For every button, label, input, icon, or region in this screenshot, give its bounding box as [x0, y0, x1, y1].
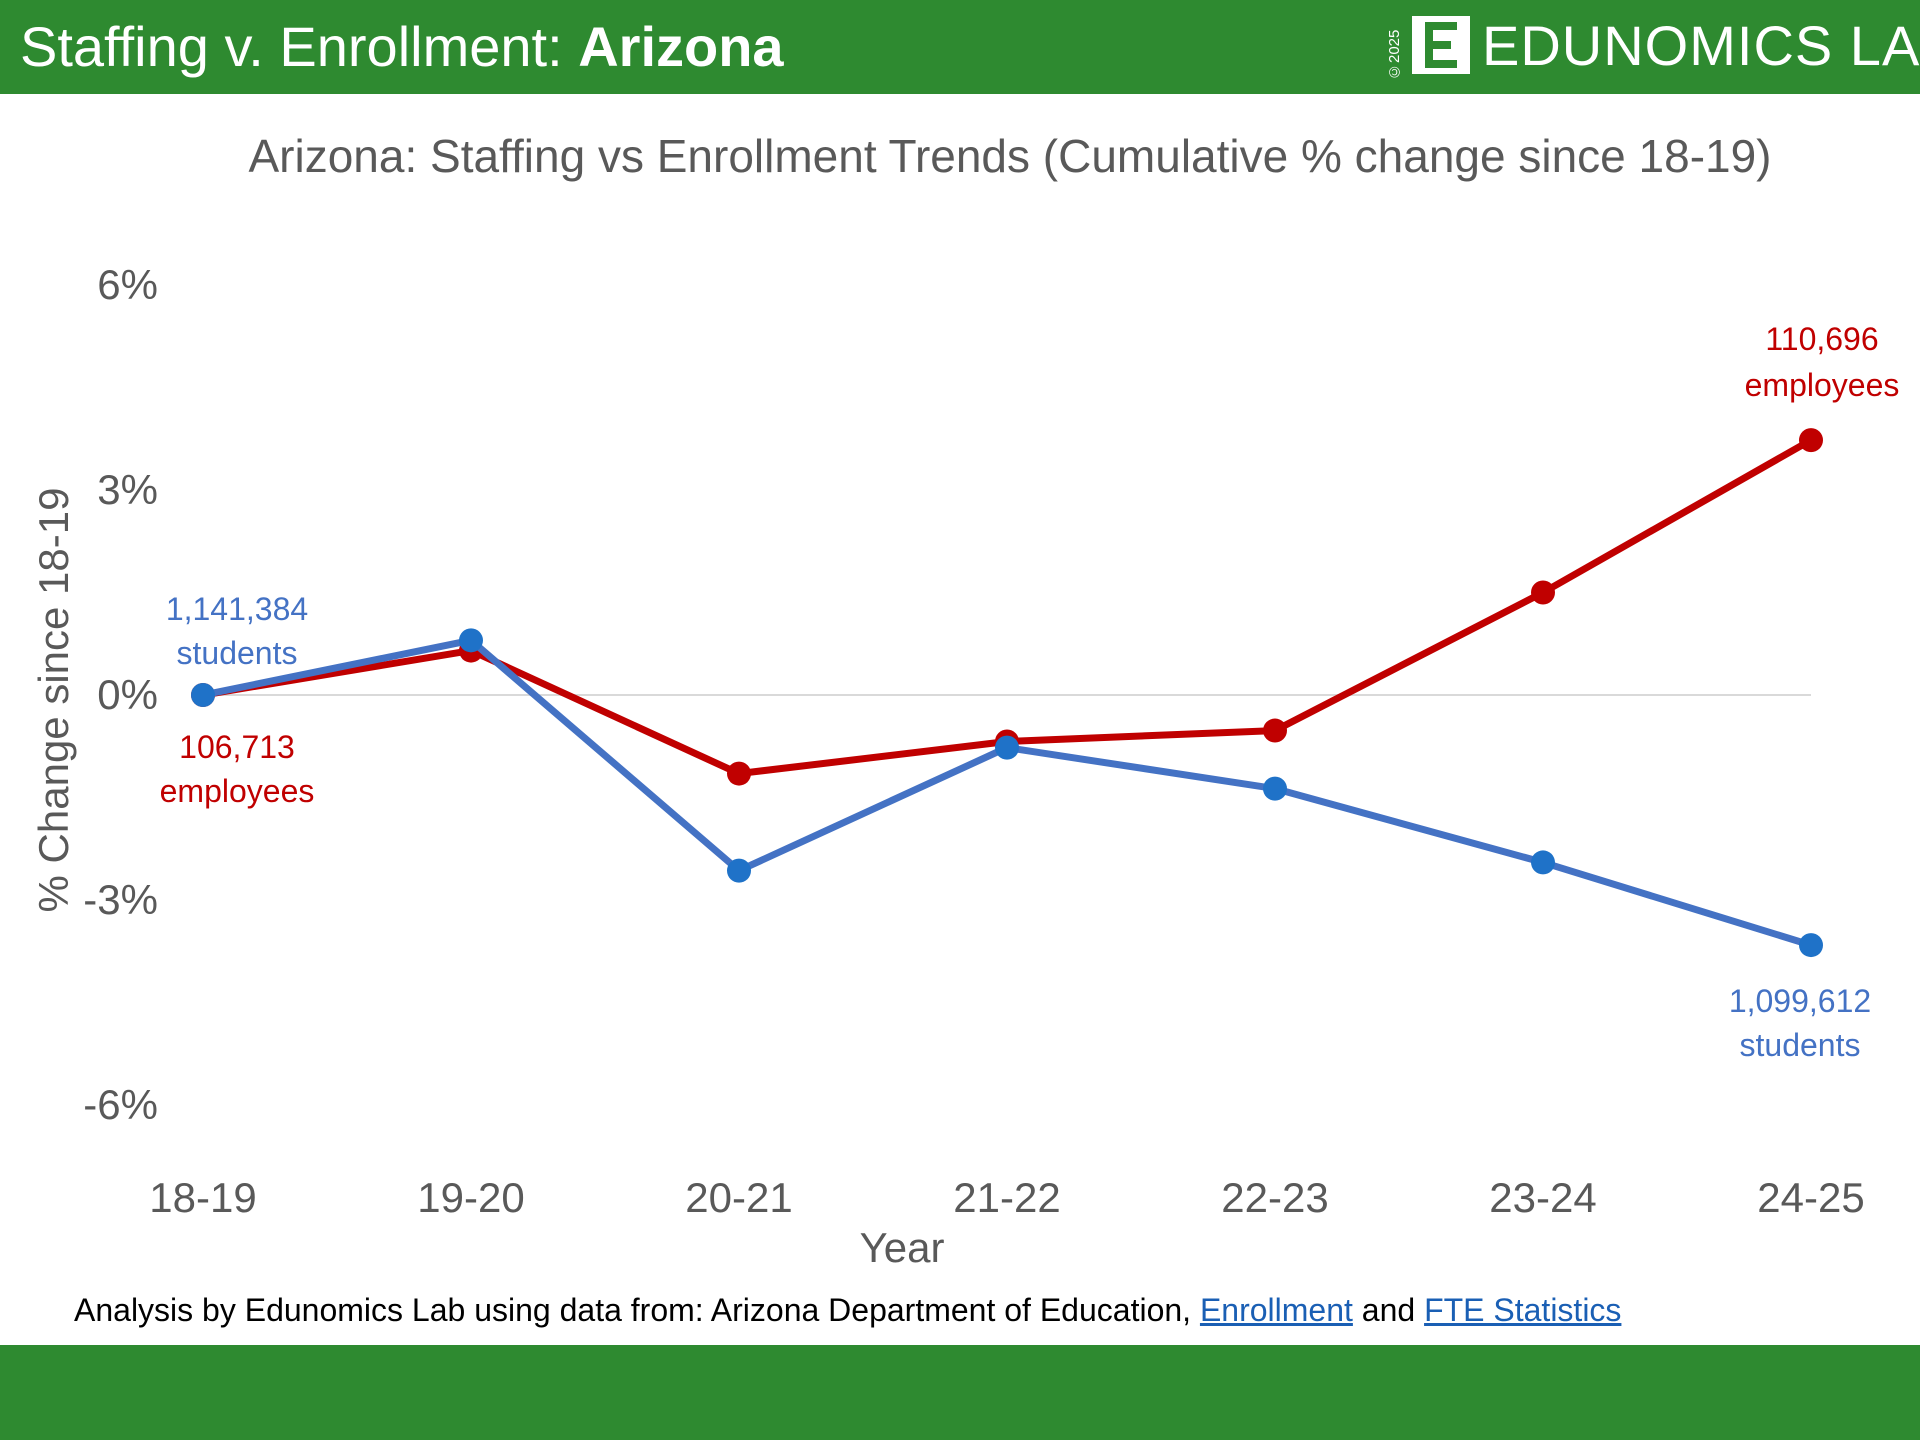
data-point-employees	[1263, 718, 1287, 743]
chart: Arizona: Staffing vs Enrollment Trends (…	[30, 130, 1900, 1271]
data-point-students	[191, 683, 215, 707]
data-point-employees	[727, 761, 751, 786]
edunomics-logo: ©2025 EDUNOMICS LAB	[1386, 12, 1920, 82]
annotation-employees-end-label: employees	[1745, 367, 1900, 403]
y-axis-label: % Change since 18-19	[30, 488, 77, 913]
annotation-students-end-count: 1,099,612	[1729, 983, 1871, 1019]
source-prefix: Analysis by Edunomics Lab using data fro…	[74, 1292, 1200, 1328]
y-tick-label: 3%	[97, 466, 158, 513]
data-point-students	[995, 735, 1019, 760]
source-note: Analysis by Edunomics Lab using data fro…	[74, 1292, 1621, 1329]
series-students	[191, 628, 1823, 958]
y-tick-label: -3%	[83, 876, 158, 923]
annotation-employees-end-count: 110,696	[1765, 321, 1878, 357]
annotation-layer: 1,141,384 students 106,713 employees 110…	[160, 321, 1900, 1063]
annotation-students-start-count: 1,141,384	[166, 591, 308, 627]
series-employees	[191, 428, 1823, 786]
x-tick-label: 18-19	[149, 1174, 256, 1221]
series-line-students	[199, 636, 1815, 949]
x-tick-label: 23-24	[1489, 1174, 1596, 1221]
data-point-students	[1263, 776, 1287, 801]
data-point-students	[1799, 933, 1823, 958]
series-layer	[191, 428, 1823, 958]
y-tick-label: 6%	[97, 261, 158, 308]
logo-e-icon	[1412, 16, 1470, 74]
page-title: Staffing v. Enrollment: Arizona	[20, 12, 784, 82]
data-point-students	[727, 858, 751, 883]
annotation-students-start-label: students	[177, 635, 298, 671]
y-tick-label: -6%	[83, 1081, 158, 1128]
annotation-students-end-label: students	[1740, 1027, 1861, 1063]
data-point-students	[459, 628, 483, 653]
chart-title: Arizona: Staffing vs Enrollment Trends (…	[248, 130, 1771, 182]
enrollment-link[interactable]: Enrollment	[1199, 1292, 1353, 1328]
x-tick-label: 19-20	[417, 1174, 524, 1221]
x-axis-label: Year	[860, 1224, 945, 1271]
header-bar: Staffing v. Enrollment: Arizona ©2025 ED…	[0, 0, 1920, 94]
annotation-employees-start-label: employees	[160, 773, 315, 809]
series-line-employees	[199, 436, 1815, 778]
footer-bar	[0, 1345, 1920, 1440]
y-axis-ticks: 6% 3% 0% -3% -6%	[83, 261, 158, 1128]
fte-statistics-link[interactable]: FTE Statistics	[1424, 1292, 1622, 1328]
page-title-state: Arizona	[578, 15, 784, 78]
data-point-employees	[1799, 428, 1823, 453]
x-tick-label: 20-21	[685, 1174, 792, 1221]
source-middle: and	[1352, 1292, 1425, 1328]
annotation-employees-start-count: 106,713	[179, 729, 295, 765]
x-tick-label: 21-22	[953, 1174, 1060, 1221]
x-tick-label: 24-25	[1757, 1174, 1864, 1221]
x-tick-label: 22-23	[1221, 1174, 1328, 1221]
data-point-students	[1531, 850, 1555, 875]
y-tick-label: 0%	[97, 671, 158, 718]
logo-text: EDUNOMICS LAB	[1482, 14, 1920, 77]
page-title-prefix: Staffing v. Enrollment:	[20, 15, 579, 78]
logo-e-glyph	[1425, 22, 1457, 68]
data-point-employees	[1531, 580, 1555, 605]
x-axis-ticks: 18-19 19-20 20-21 21-22 22-23 23-24 24-25	[149, 1174, 1864, 1221]
